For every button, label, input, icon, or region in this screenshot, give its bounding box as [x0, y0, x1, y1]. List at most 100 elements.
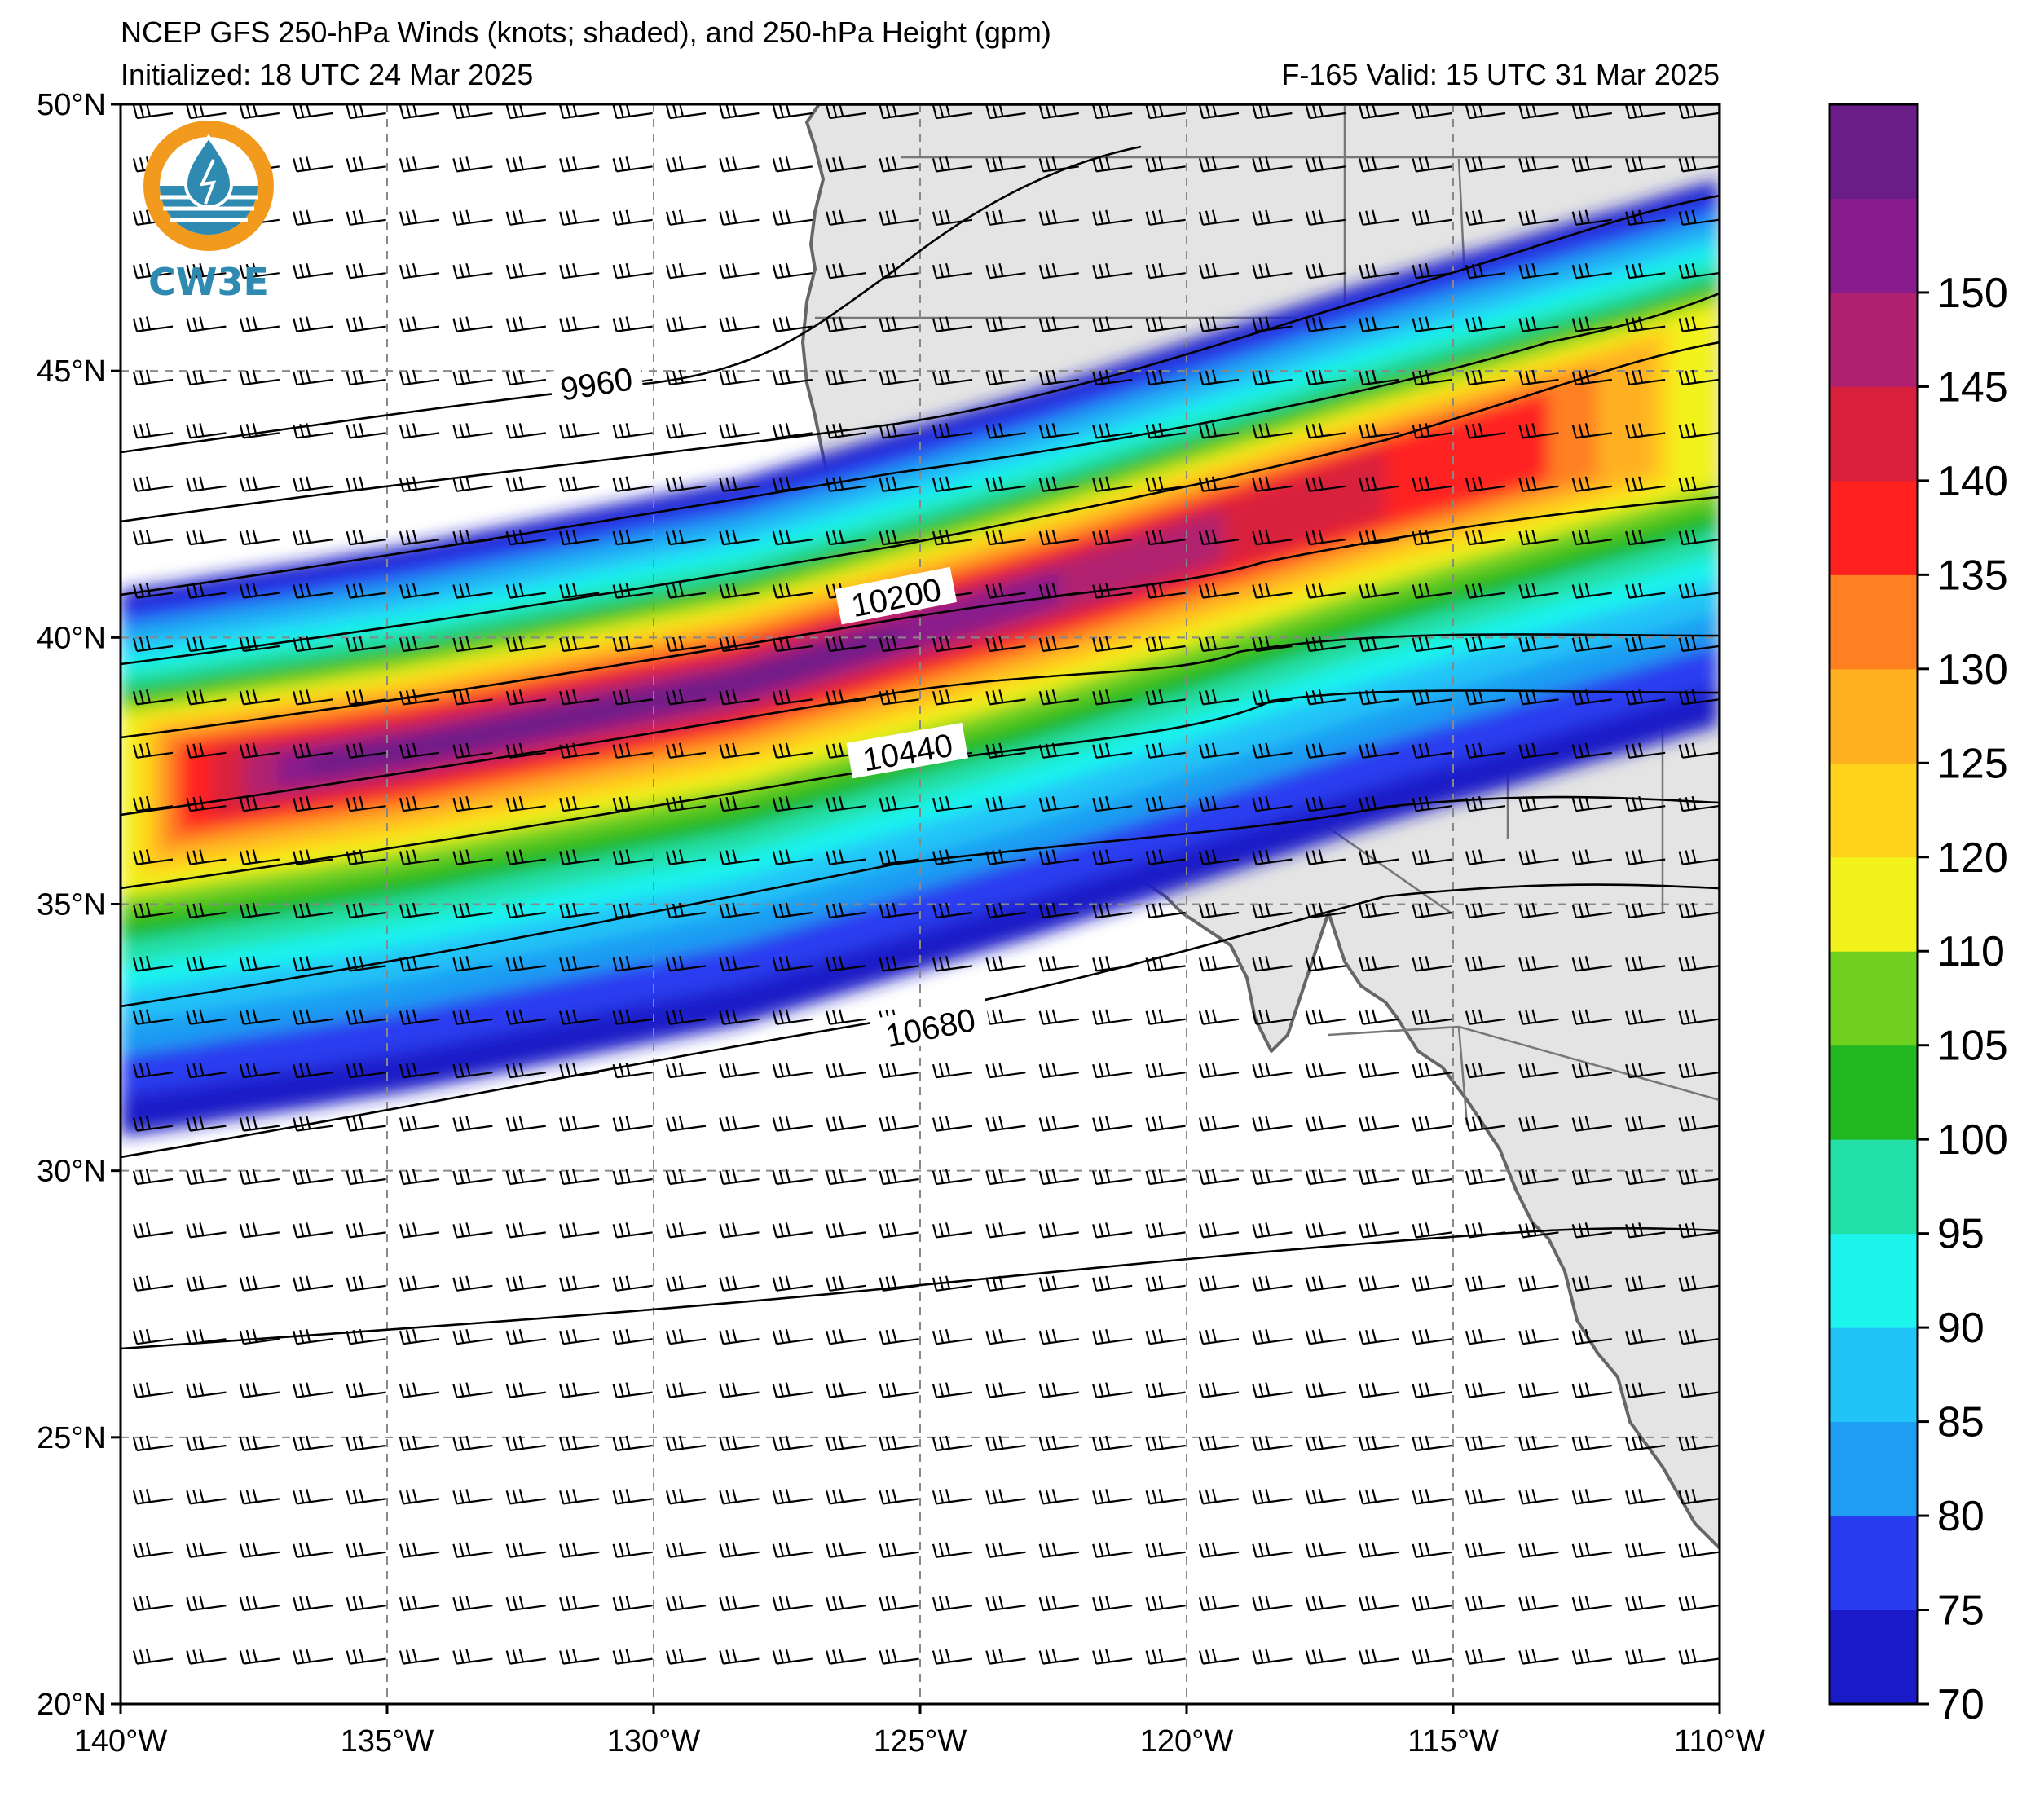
- wind-barb: [985, 636, 1026, 653]
- wind-barb: [505, 1009, 546, 1025]
- wind-barb: [612, 742, 653, 759]
- wind-barb: [399, 1382, 440, 1398]
- wind-barb: [665, 1328, 707, 1345]
- wind-barb: [452, 316, 493, 332]
- wind-barb: [1625, 902, 1666, 919]
- wind-barb: [1518, 156, 1559, 173]
- wind-barb: [452, 1275, 493, 1292]
- wind-barb: [612, 1435, 653, 1452]
- wind-barb: [1198, 423, 1240, 439]
- wind-barb: [1305, 262, 1346, 280]
- lat-tick-label: 40°N: [37, 621, 106, 655]
- height-contour-line: [121, 1226, 1720, 1350]
- wind-barb: [1571, 529, 1612, 546]
- wind-barb: [1412, 209, 1452, 226]
- colorbar-swatch: [1830, 1516, 1918, 1611]
- wind-barb: [1145, 1649, 1186, 1665]
- wind-barb: [1412, 1275, 1452, 1292]
- wind-barb: [1571, 1062, 1612, 1079]
- wind-barb: [1198, 316, 1240, 332]
- wind-barb: [559, 689, 600, 706]
- wind-barb: [719, 1222, 760, 1239]
- wind-barb: [1305, 104, 1346, 120]
- colorbar-swatch: [1830, 763, 1918, 858]
- wind-barb: [665, 104, 707, 120]
- wind-barb: [399, 1649, 440, 1665]
- lat-tick-label: 25°N: [37, 1421, 106, 1455]
- wind-barb: [1412, 1116, 1452, 1132]
- wind-barb: [772, 1382, 813, 1398]
- wind-barb: [1465, 902, 1506, 919]
- wind-barb: [1359, 1489, 1399, 1505]
- wind-barb: [1252, 1542, 1293, 1558]
- wind-barb: [505, 1542, 546, 1558]
- wind-barb: [932, 1489, 973, 1505]
- wind-barb: [559, 1595, 600, 1612]
- wind-barb: [559, 1222, 600, 1239]
- wind-barb: [1145, 262, 1186, 280]
- wind-barb: [1465, 209, 1506, 226]
- height-contour-line: [121, 495, 1720, 739]
- wind-barb: [1198, 1435, 1240, 1452]
- wind-barb: [985, 529, 1026, 546]
- wind-barb: [1198, 1169, 1240, 1186]
- colorbar-label: 140: [1937, 458, 2008, 505]
- wind-barb: [1412, 1009, 1452, 1025]
- wind-barb: [612, 1169, 653, 1186]
- wind-barb: [132, 262, 174, 280]
- wind-barb: [612, 1542, 653, 1558]
- wind-barb: [1038, 956, 1079, 972]
- wind-barb: [1571, 1009, 1612, 1025]
- wind-barb: [559, 1275, 600, 1292]
- wind-barb: [186, 636, 227, 653]
- wind-barb: [293, 1489, 333, 1505]
- wind-barb: [1305, 529, 1346, 546]
- colorbar-swatch: [1830, 386, 1918, 482]
- wind-barb: [1465, 742, 1506, 759]
- wind-barb: [665, 156, 707, 173]
- wind-barb: [772, 1542, 813, 1558]
- wind-barb: [1145, 369, 1186, 386]
- wind-barb: [772, 1595, 813, 1612]
- colorbar-swatch: [1830, 198, 1918, 293]
- wind-barb: [1465, 1275, 1506, 1292]
- colorbar-swatch: [1830, 104, 1918, 199]
- wind-barb: [132, 1222, 174, 1239]
- wind-barb: [1571, 795, 1612, 812]
- wind-barb: [1252, 1649, 1293, 1665]
- init-time: Initialized: 18 UTC 24 Mar 2025: [121, 58, 533, 91]
- wind-barb: [132, 849, 174, 865]
- wind-barb: [1625, 156, 1666, 173]
- wind-barb: [293, 1595, 333, 1612]
- wind-barb: [1625, 956, 1666, 972]
- wind-barb: [452, 1328, 493, 1345]
- wind-barb: [879, 423, 919, 439]
- wind-barb: [1359, 1169, 1399, 1186]
- wind-barb: [293, 529, 333, 546]
- wind-barb: [826, 1542, 866, 1558]
- wind-speed-band: [310, 626, 896, 775]
- wind-barb: [719, 529, 760, 546]
- wind-barb: [399, 104, 440, 120]
- wind-barb: [239, 1382, 280, 1398]
- wind-barb: [719, 156, 760, 173]
- wind-barb: [665, 529, 707, 546]
- wind-barb: [186, 849, 227, 865]
- wind-barb: [932, 1435, 973, 1452]
- wind-barb: [559, 1542, 600, 1558]
- wind-barb: [1198, 369, 1240, 386]
- wind-barb: [612, 1489, 653, 1505]
- wind-barb: [826, 1222, 866, 1239]
- figure-title: NCEP GFS 250-hPa Winds (knots; shaded), …: [121, 15, 1051, 49]
- wind-barb: [985, 1328, 1026, 1345]
- wind-barb: [879, 636, 919, 653]
- wind-barb: [1678, 209, 1719, 226]
- wind-barb: [186, 1649, 227, 1665]
- wind-barb: [612, 636, 653, 653]
- wind-barb: [826, 1489, 866, 1505]
- wind-barb: [1571, 1275, 1612, 1292]
- wind-barb: [719, 476, 760, 492]
- wind-barb: [1625, 423, 1666, 439]
- wind-barb: [1305, 1328, 1346, 1345]
- lat-tick-label: 35°N: [37, 888, 106, 922]
